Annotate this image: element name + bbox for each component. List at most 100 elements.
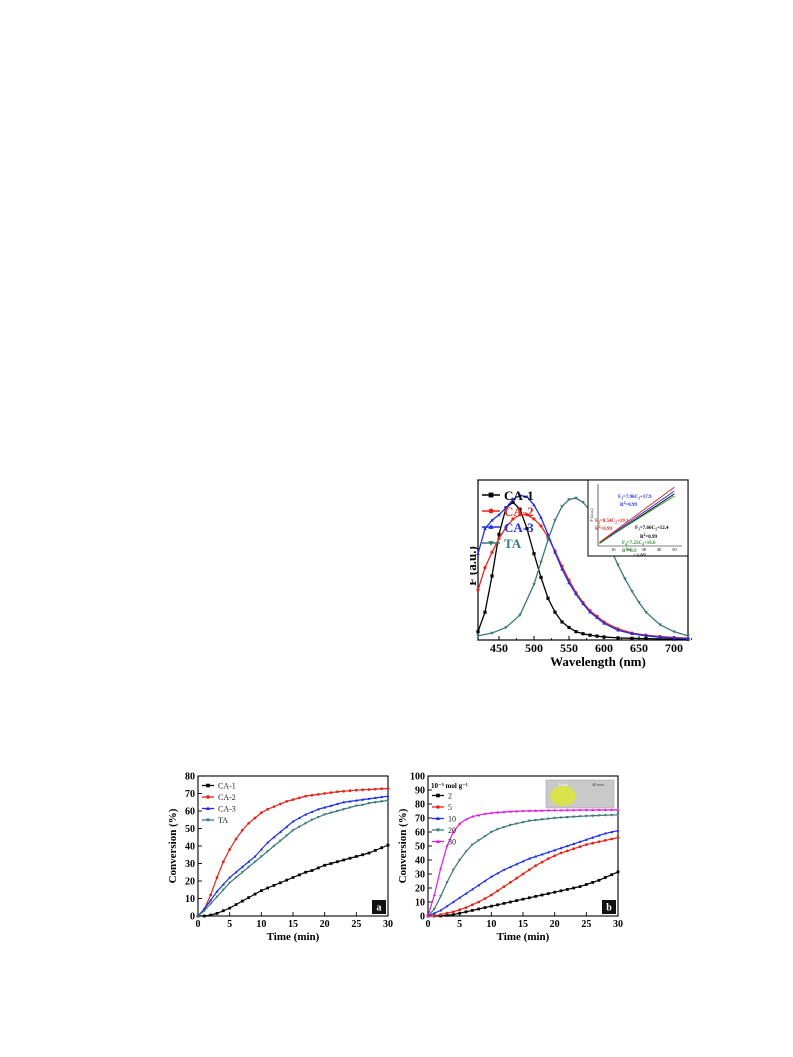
series-line-5 [428, 837, 619, 917]
x-tick-label: 25 [581, 919, 591, 930]
y-tick-label: 20 [185, 877, 195, 888]
data-point [432, 911, 436, 915]
data-point [539, 515, 543, 519]
data-point [361, 788, 365, 792]
data-point [610, 873, 614, 877]
data-point [285, 834, 289, 838]
data-point [386, 787, 390, 790]
data-point [483, 526, 487, 530]
data-point [686, 634, 690, 638]
data-point [560, 567, 564, 571]
data-point [572, 886, 576, 890]
data-point [310, 810, 314, 813]
data-point [616, 563, 620, 567]
data-point [553, 519, 557, 523]
data-point [266, 850, 270, 853]
data-point [518, 493, 522, 497]
data-point [316, 792, 320, 796]
data-point [215, 911, 219, 915]
inset-photo-label: 40 min [592, 782, 603, 787]
data-point [489, 830, 493, 834]
data-point [234, 870, 238, 874]
data-point [221, 860, 225, 864]
data-point [209, 902, 213, 906]
data-point [278, 830, 282, 834]
data-point [630, 636, 634, 640]
data-point [310, 869, 314, 872]
data-point [540, 808, 544, 812]
data-point [658, 623, 662, 627]
data-point [380, 795, 384, 799]
data-point [553, 854, 557, 858]
data-point [572, 847, 576, 851]
data-point [595, 615, 599, 620]
x-tick-label: 20 [320, 919, 330, 930]
inset-annotation: R2=0.9 [622, 547, 637, 554]
data-point [477, 839, 481, 843]
data-point [483, 835, 487, 838]
data-point [553, 808, 557, 812]
data-point [329, 791, 333, 795]
data-point [534, 809, 538, 812]
y-tick-label: 80 [185, 772, 195, 783]
legend-marker [436, 828, 440, 833]
data-point [335, 860, 339, 864]
inset-fit-line [599, 495, 675, 544]
data-point [464, 817, 468, 821]
x-axis-label: Time (min) [267, 931, 320, 943]
data-point [445, 881, 449, 885]
legend-label: CA-3 [504, 520, 534, 535]
data-point [539, 560, 543, 565]
y-tick-label: 90 [415, 786, 425, 797]
data-point [521, 872, 525, 876]
y-tick-label: 30 [415, 870, 425, 881]
x-tick-label: 0 [196, 919, 201, 930]
legend-marker [488, 541, 494, 546]
data-point [240, 865, 244, 869]
data-point [546, 596, 550, 600]
data-point [380, 800, 384, 804]
data-point [610, 813, 614, 817]
data-point [525, 513, 529, 517]
x-tick-label: 15 [288, 919, 298, 930]
data-point [272, 844, 276, 848]
data-point [228, 848, 232, 851]
data-point [209, 898, 213, 902]
data-point [581, 632, 585, 636]
data-point [508, 900, 512, 904]
data-point [496, 889, 500, 893]
data-point [228, 881, 232, 885]
data-point [597, 833, 601, 837]
data-point [496, 828, 500, 831]
data-point [285, 825, 289, 828]
inset-x-axis-label: c (μM) [634, 552, 647, 557]
legend-marker [488, 492, 494, 498]
data-point [342, 808, 346, 811]
y-axis-label: Conversion (%) [397, 808, 409, 883]
data-point [259, 855, 263, 859]
data-point [572, 815, 576, 819]
data-point [502, 902, 506, 905]
data-point [458, 896, 462, 899]
data-point [361, 803, 365, 807]
data-point [354, 804, 358, 808]
y-axis-label: Conversion (%) [167, 808, 179, 883]
legend-label: 10 [448, 815, 456, 824]
data-point [477, 813, 481, 817]
data-point [470, 814, 474, 818]
data-point [221, 888, 225, 892]
data-point [521, 809, 525, 813]
data-point [464, 850, 468, 854]
data-point [511, 500, 515, 504]
data-point [591, 808, 595, 812]
data-point [240, 828, 244, 832]
data-point [559, 889, 563, 893]
data-point [228, 906, 232, 910]
inset-annotation: F4=7.25C4+16.6 [622, 541, 656, 547]
data-point [367, 851, 371, 855]
data-point [597, 814, 601, 818]
x-tick-label: 20 [550, 919, 560, 930]
data-point [515, 822, 519, 826]
data-point [489, 904, 493, 908]
